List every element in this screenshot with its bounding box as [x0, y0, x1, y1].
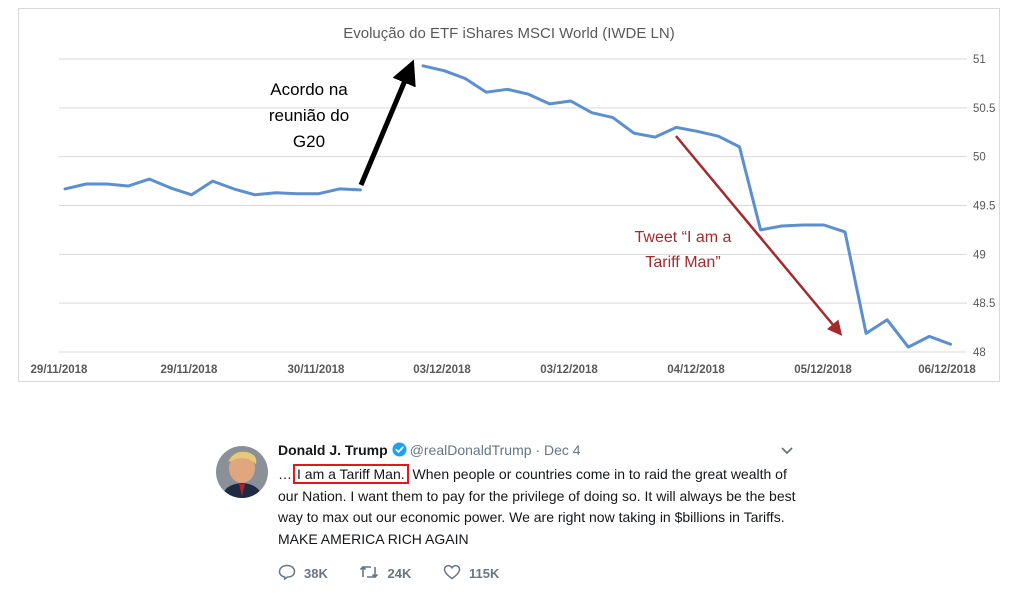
y-tick-label: 48: [973, 347, 986, 359]
chart-title: Evolução do ETF iShares MSCI World (IWDE…: [343, 25, 674, 42]
tweet-actions: 38K 24K 115K: [278, 564, 527, 583]
annotation-g20-line2: reunião do: [269, 106, 349, 125]
y-tick-label: 51: [973, 54, 986, 66]
reply-icon: [278, 564, 304, 583]
x-tick-label: 05/12/2018: [794, 364, 852, 376]
annotation-arrow-tweet: [675, 135, 843, 336]
series-line-segment-1: [421, 64, 952, 349]
retweet-count: 24K: [387, 566, 412, 581]
like-icon: [443, 564, 469, 583]
x-tick-label: 30/11/2018: [288, 364, 346, 376]
series-line-segment-0: [63, 177, 362, 197]
y-tick-label: 50.5: [973, 103, 995, 115]
tweet-author-name[interactable]: Donald J. Trump: [278, 442, 388, 458]
x-tick-label: 06/12/2018: [918, 364, 976, 376]
avatar[interactable]: [216, 446, 268, 498]
tweet-body: Donald J. Trump @realDonaldTrump · Dec 4 …: [278, 440, 808, 550]
tweet-text-prefix: …: [278, 466, 292, 482]
x-tick-label: 29/11/2018: [31, 364, 89, 376]
retweet-button[interactable]: 24K: [359, 564, 411, 583]
y-tick-label: 49.5: [973, 201, 995, 213]
x-tick-label: 03/12/2018: [540, 364, 598, 376]
chart-frame: Evolução do ETF iShares MSCI World (IWDE…: [18, 8, 1000, 382]
tweet-card[interactable]: Donald J. Trump @realDonaldTrump · Dec 4 …: [216, 440, 816, 590]
y-tick-label: 49: [973, 249, 986, 261]
tweet-handle[interactable]: @realDonaldTrump: [409, 442, 532, 458]
tweet-text-rest: When people or countries come in to raid…: [278, 466, 796, 547]
retweet-icon: [359, 564, 387, 583]
annotation-arrow-g20: [358, 59, 416, 186]
y-tick-label: 50: [973, 152, 986, 164]
x-tick-label: 03/12/2018: [413, 364, 471, 376]
annotation-g20-line1: Acordo na: [270, 80, 348, 99]
chevron-down-icon[interactable]: [780, 441, 794, 461]
reply-count: 38K: [304, 566, 328, 581]
annotation-tweet-line1: Tweet “I am a: [635, 229, 732, 246]
annotation-g20-line3: G20: [293, 132, 325, 151]
like-count: 115K: [468, 566, 500, 581]
tweet-header: Donald J. Trump @realDonaldTrump · Dec 4: [278, 440, 808, 460]
tweet-highlight: I am a Tariff Man.: [293, 464, 409, 484]
reply-button[interactable]: 38K: [278, 564, 328, 583]
verified-badge-icon: [392, 442, 407, 462]
x-tick-label: 04/12/2018: [667, 364, 725, 376]
like-button[interactable]: 115K: [443, 564, 499, 583]
annotation-tweet-line2: Tariff Man”: [645, 254, 720, 271]
y-tick-label: 48.5: [973, 298, 995, 310]
tweet-date[interactable]: · Dec 4: [535, 442, 581, 458]
x-tick-label: 29/11/2018: [161, 364, 219, 376]
tweet-text: … I am a Tariff Man. When people or count…: [278, 464, 798, 550]
line-chart: Evolução do ETF iShares MSCI World (IWDE…: [31, 25, 996, 376]
